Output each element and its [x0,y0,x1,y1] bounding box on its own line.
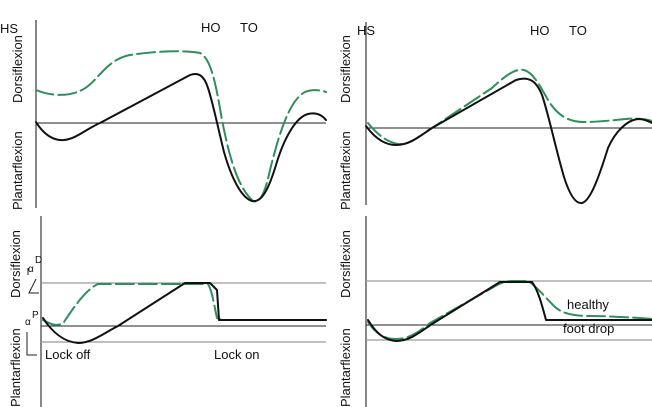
ho-label-top-left: HO [201,20,221,35]
healthy-label: healthy [567,297,609,312]
dorsiflexion-label-bottom-left: Dorsiflexion [8,230,23,298]
panel-bottom-left: Dorsiflexion Plantarflexion α D α P Lock… [8,216,327,407]
black-solid-curve-top-right [365,77,652,205]
dorsiflexion-label-top-right: Dorsiflexion [338,35,353,103]
plantarflexion-label-bottom-left: Plantarflexion [8,328,23,407]
green-dashed-curve-top-right [367,68,652,146]
black-solid-curve-bottom-right [367,281,652,342]
alpha-p-letter: α [25,317,31,328]
green-dashed-curve-bottom-left [42,283,327,326]
ho-label-top-right: HO [530,23,550,38]
foot-drop-label: foot drop [563,321,614,336]
black-solid-curve-top-left [35,72,327,203]
plantarflexion-label-top-left: Plantarflexion [10,131,25,210]
dorsiflexion-label-bottom-right: Dorsiflexion [338,230,353,298]
to-label-top-right: TO [569,23,587,38]
lock-on-label: Lock on [214,347,260,362]
black-solid-curve-bottom-left [42,282,327,344]
panel-bottom-right: Dorsiflexion Plantarflexion healthy foot… [338,216,652,407]
plantarflexion-label-top-right: Plantarflexion [338,131,353,210]
alpha-p-symbol: α P [25,310,39,356]
hs-label-top-right: HS [357,23,375,38]
to-label-top-left: TO [240,20,258,35]
dorsiflexion-label-top-left: Dorsiflexion [10,35,25,103]
lock-off-label: Lock off [45,347,91,362]
hs-label-top-left: HS [0,21,18,36]
plantarflexion-label-bottom-right: Plantarflexion [338,328,353,407]
panel-top-right: HS HO TO Dorsiflexion Plantarflexion [338,22,652,210]
panel-top-left: HS HO TO Dorsiflexion Plantarflexion [0,20,327,210]
alpha-d-symbol: α D [27,255,42,294]
alpha-p-superscript: P [32,310,39,321]
green-dashed-curve-top-left [35,50,327,203]
alpha-p-angle-mark [26,332,37,356]
alpha-d-angle-mark [28,278,39,294]
alpha-d-letter: α [28,264,34,275]
alpha-d-superscript: D [35,255,42,266]
